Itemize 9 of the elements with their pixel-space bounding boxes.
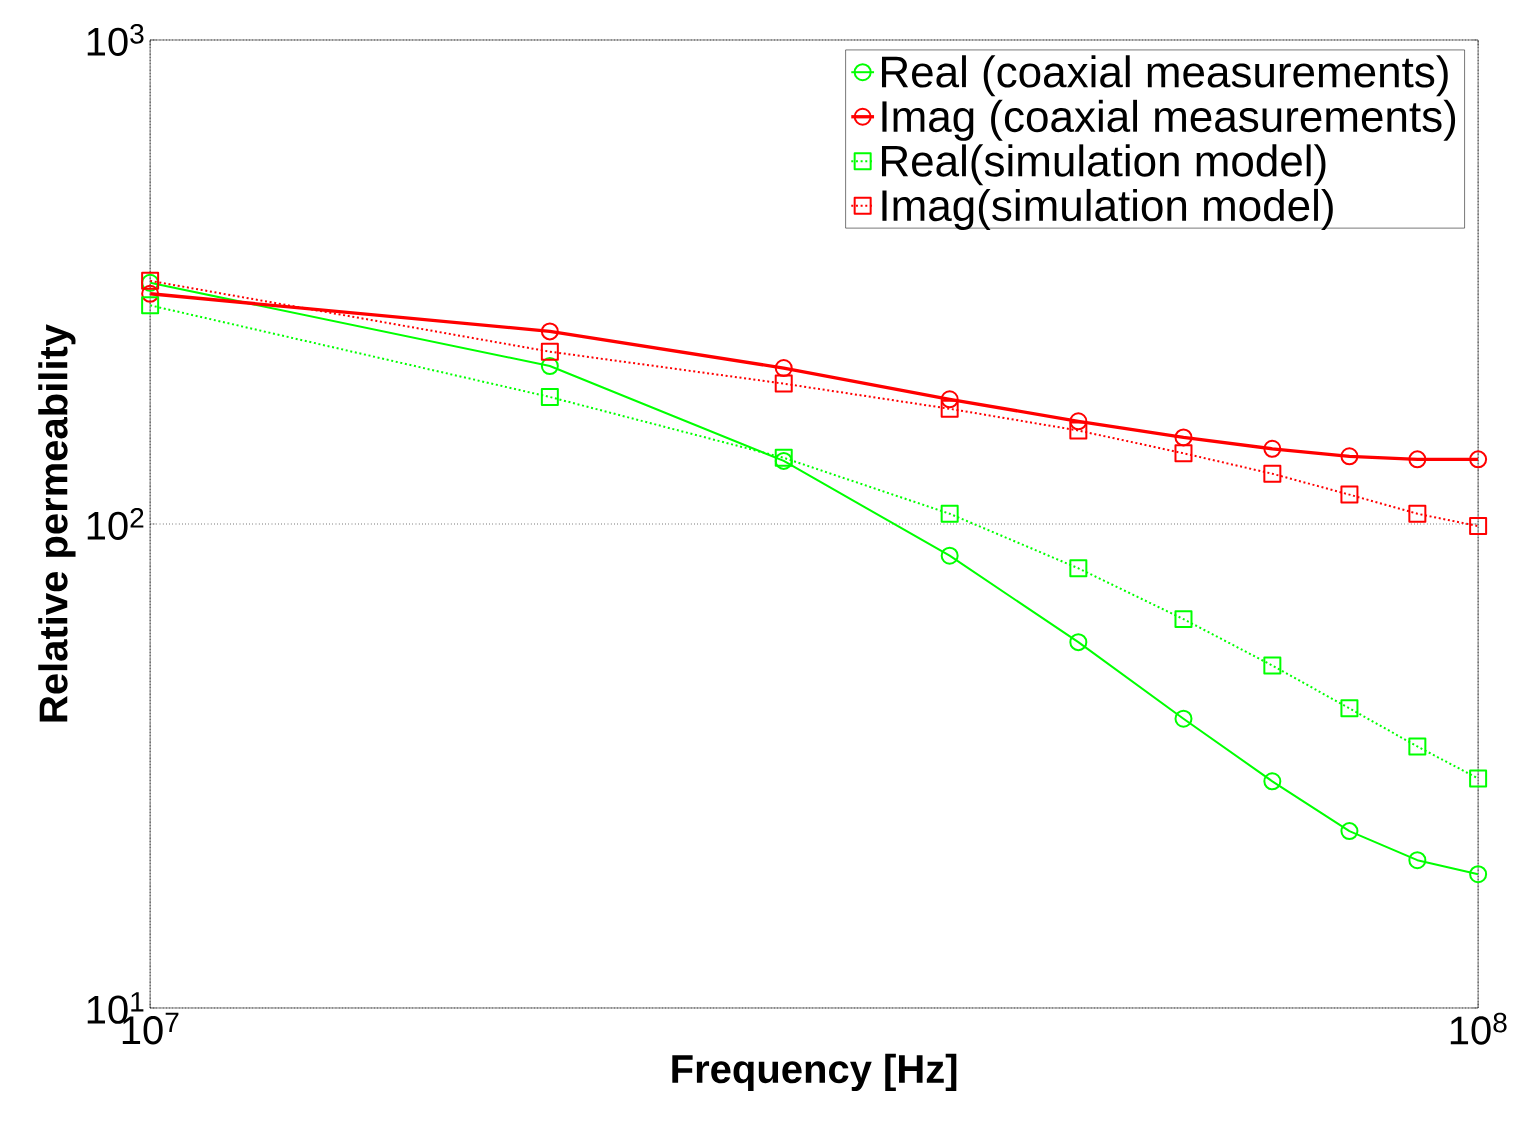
y-tick-label: 10$^{3}$ — [87, 23, 144, 56]
legend-label: Real (coaxial measurements) — [882, 55, 1448, 97]
y-tick-label: 10$^{2}$ — [87, 507, 144, 540]
y-axis-title: Relative permeability — [38, 324, 76, 722]
x-tick-label: 10$^{8}$ — [1450, 1012, 1507, 1045]
legend-label: Imag(simulation model) — [882, 188, 1333, 230]
x-axis-title: Frequency [Hz] — [672, 1053, 957, 1092]
legend-label: Imag (coaxial measurements) — [882, 99, 1456, 141]
legend-label: Real(simulation model) — [882, 144, 1326, 186]
